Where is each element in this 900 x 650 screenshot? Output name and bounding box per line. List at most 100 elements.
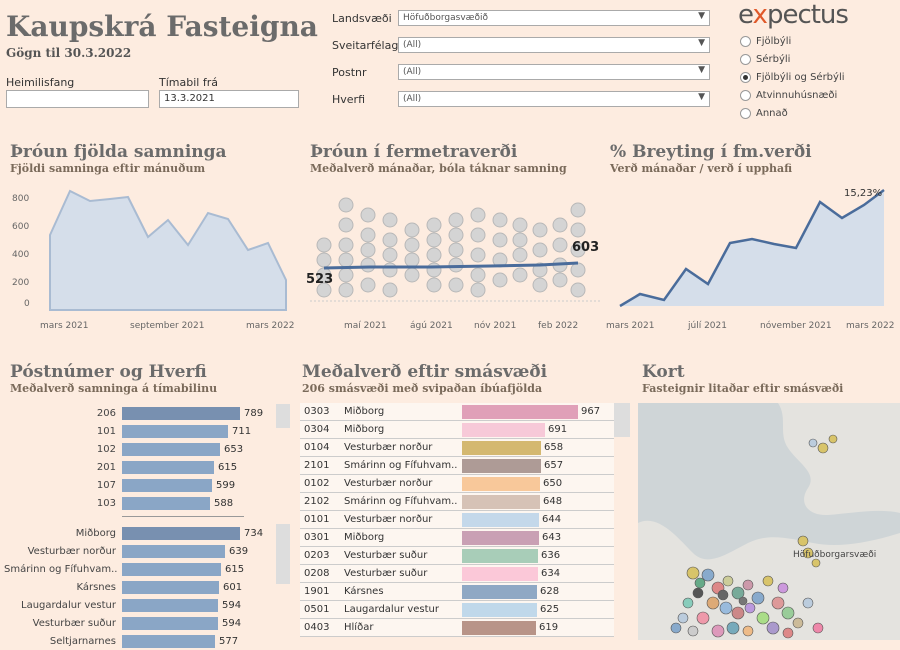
chart2-xtick: ágú 2021 (410, 321, 453, 331)
postcode-select-value: (All) (403, 67, 422, 77)
row-bar-cell: 634 (460, 566, 580, 582)
row-bar-cell: 658 (460, 440, 580, 456)
chevron-down-icon: ▼ (698, 11, 705, 21)
district-scrollbar[interactable] (276, 524, 290, 584)
row-name: Vesturbær norður (344, 514, 433, 525)
row-name: Smárinn og Fífuhvam.. (344, 460, 458, 471)
row-value: 636 (541, 549, 561, 561)
list-item[interactable]: Kársnes 601 (76, 580, 243, 594)
page-subtitle: Gögn til 30.3.2022 (6, 46, 132, 60)
row-value: 967 (581, 405, 601, 417)
municipality-select-value: (All) (403, 40, 422, 50)
smasvaedi-table: 0303 Miðborg 967 0304 Miðborg 691 0104 Vesturbæ… (300, 403, 614, 637)
row-code: 0301 (304, 532, 330, 543)
chevron-down-icon: ▼ (698, 92, 705, 102)
table-row[interactable]: 0301 Miðborg 643 (300, 529, 614, 547)
chart2-end-label: 603 (572, 240, 600, 255)
row-code: 0102 (304, 478, 330, 489)
row-bar-cell: 625 (460, 602, 580, 618)
table-row[interactable]: 0403 Hlíðar 619 (300, 619, 614, 637)
row-name: Hlíðar (344, 622, 374, 633)
row-value: 628 (540, 585, 560, 597)
table-row[interactable]: 1901 Kársnes 628 (300, 583, 614, 601)
list-item[interactable]: 101 711 (96, 424, 252, 438)
list-item[interactable]: Smárinn og Fífuhvam.. 615 (4, 562, 245, 576)
row-code: 0104 (304, 442, 330, 453)
map-title: Kort (642, 362, 685, 382)
row-value: 634 (541, 567, 561, 579)
row-bar (462, 566, 538, 581)
radio-atvinnuhusnaedi[interactable]: Atvinnuhúsnæði (740, 86, 845, 104)
table-row[interactable]: 2101 Smárinn og Fífuhvam.. 657 (300, 457, 614, 475)
row-code: 0501 (304, 604, 330, 615)
row-bar-cell: 619 (460, 620, 580, 636)
row-code: 0403 (304, 622, 330, 633)
table-row[interactable]: 0102 Vesturbær norður 650 (300, 475, 614, 493)
map-canvas[interactable]: Höfuðborgarsvæði (638, 403, 900, 640)
postnr-subtitle: Meðalverð samninga á tímabilinu (10, 382, 218, 395)
chart1-xtick: mars 2021 (40, 321, 89, 331)
list-item[interactable]: Miðborg 734 (75, 526, 264, 540)
row-bar (462, 458, 541, 473)
row-code: 0303 (304, 406, 330, 417)
region-select-value: Höfuðborgasvæðið (403, 13, 489, 23)
list-item[interactable]: 201 615 (96, 460, 238, 474)
row-code: 0208 (304, 568, 330, 579)
radio-serbyli[interactable]: Sérbýli (740, 50, 845, 68)
table-row[interactable]: 0303 Miðborg 967 (300, 403, 614, 421)
row-bar (462, 422, 545, 437)
radio-fjolbyli-og-serbyli[interactable]: Fjölbýli og Sérbýli (740, 68, 845, 86)
row-bar (462, 512, 539, 527)
chart3-subtitle: Verð mánaðar / verð í upphafi (610, 162, 793, 175)
chart1-area (49, 189, 287, 311)
from-date-input[interactable]: 13.3.2021 (159, 90, 299, 108)
table-row[interactable]: 2102 Smárinn og Fífuhvam.. 648 (300, 493, 614, 511)
postcode-scrollbar[interactable] (276, 404, 290, 428)
table-row[interactable]: 0501 Laugardalur vestur 625 (300, 601, 614, 619)
row-name: Vesturbær norður (344, 478, 433, 489)
row-value: 644 (542, 513, 562, 525)
chart3-area (619, 189, 885, 308)
row-name: Miðborg (344, 532, 385, 543)
chart3-xtick: júlí 2021 (688, 321, 727, 331)
list-item[interactable]: Seltjarnarnes 577 (49, 634, 239, 648)
region-select[interactable]: Höfuðborgasvæðið ▼ (398, 10, 710, 26)
chart1-xtick: mars 2022 (246, 321, 295, 331)
smasvaedi-subtitle: 206 smásvæði með svipaðan íbúafjölda (302, 382, 543, 395)
list-item[interactable]: Vesturbær suður 594 (32, 616, 242, 630)
district-select[interactable]: (All) ▼ (398, 91, 710, 107)
row-bar (462, 494, 540, 509)
address-input[interactable] (6, 90, 149, 108)
list-item[interactable]: 103 588 (96, 496, 234, 510)
row-value: 658 (544, 441, 564, 453)
radio-annad[interactable]: Annað (740, 104, 845, 122)
expectus-logo: expectus (738, 0, 849, 30)
table-row[interactable]: 0208 Vesturbær suður 634 (300, 565, 614, 583)
chart1-title: Þróun fjölda samninga (10, 142, 227, 162)
row-bar (462, 476, 540, 491)
row-value: 650 (543, 477, 563, 489)
row-bar-cell: 691 (460, 422, 580, 438)
list-item[interactable]: 102 653 (96, 442, 244, 456)
list-item[interactable]: 107 599 (96, 478, 236, 492)
list-item[interactable]: Laugardalur vestur 594 (21, 598, 242, 612)
table-row[interactable]: 0304 Miðborg 691 (300, 421, 614, 439)
radio-fjolbyli[interactable]: Fjölbýli (740, 32, 845, 50)
list-item[interactable]: 206 789 (96, 406, 264, 420)
table-row[interactable]: 0104 Vesturbær norður 658 (300, 439, 614, 457)
table-row[interactable]: 0203 Vesturbær suður 636 (300, 547, 614, 565)
municipality-select[interactable]: (All) ▼ (398, 37, 710, 53)
row-name: Vesturbær suður (344, 568, 428, 579)
chart1-ytick: 200 (12, 278, 30, 288)
region-label: Landsvæði (332, 12, 392, 25)
table-scrollbar[interactable] (614, 403, 630, 437)
table-row[interactable]: 0101 Vesturbær norður 644 (300, 511, 614, 529)
row-bar-cell: 648 (460, 494, 580, 510)
district-label: Hverfi (332, 93, 365, 106)
row-code: 0203 (304, 550, 330, 561)
row-bar-cell: 644 (460, 512, 580, 528)
row-name: Kársnes (344, 586, 384, 597)
list-item[interactable]: Vesturbær norður 639 (27, 544, 249, 558)
postcode-select[interactable]: (All) ▼ (398, 64, 710, 80)
smasvaedi-title: Meðalverð eftir smásvæði (302, 362, 548, 382)
